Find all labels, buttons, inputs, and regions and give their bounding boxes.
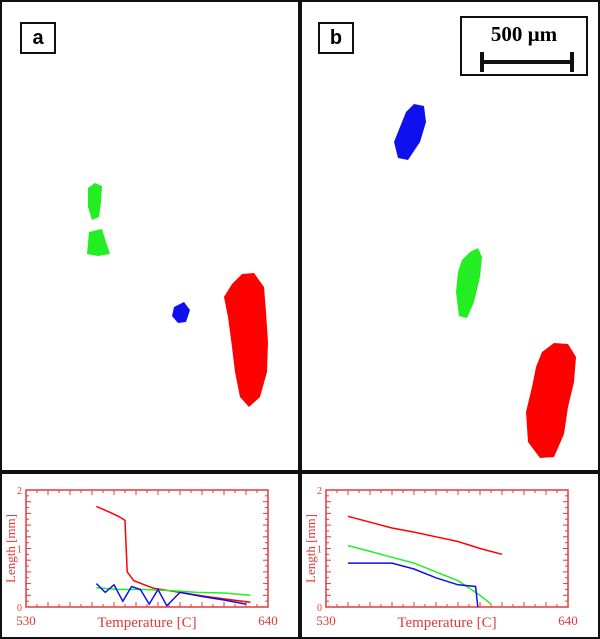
panel-label-b: b xyxy=(318,22,354,54)
panel-label-a: a xyxy=(20,22,56,54)
scale-bar-box: 500 µm xyxy=(460,16,588,76)
chart-b: 0 1 2 530 640 Temperature [C] Length [mm] xyxy=(303,486,578,631)
y-axis-label: Length [mm] xyxy=(303,514,318,583)
scale-bar-icon xyxy=(480,52,574,72)
green-grain xyxy=(456,248,482,318)
red-grain xyxy=(224,273,268,407)
y-axis-label: Length [mm] xyxy=(3,514,18,583)
x-axis-label: Temperature [C] xyxy=(97,615,196,631)
y-tick-label: 1 xyxy=(317,545,322,556)
x-tick-label: 640 xyxy=(558,613,578,628)
green-grain-upper xyxy=(88,183,102,220)
series-line-blue xyxy=(348,562,479,608)
scale-bar-label: 500 µm xyxy=(490,22,558,46)
red-grain xyxy=(526,343,576,458)
y-tick-label: 1 xyxy=(17,545,22,556)
series-line-green xyxy=(96,586,251,597)
series-line-green xyxy=(347,544,492,605)
x-tick-label: 530 xyxy=(16,613,36,628)
blue-grain xyxy=(172,302,190,323)
y-tick-label: 0 xyxy=(17,603,22,614)
chart-panel-a: 0 1 2 530 640 Temperature [C] Length [mm] xyxy=(0,472,300,639)
series-line-blue xyxy=(95,583,247,608)
chart-a: 0 1 2 530 640 Temperature [C] Length [mm] xyxy=(3,486,278,631)
chart-panel-b: 0 1 2 530 640 Temperature [C] Length [mm] xyxy=(300,472,600,639)
green-grain-lower xyxy=(87,229,110,256)
y-tick-label: 0 xyxy=(317,603,322,614)
x-tick-label: 640 xyxy=(258,613,278,628)
series-line-red xyxy=(96,505,251,604)
grain-shapes-a xyxy=(87,183,268,407)
blue-grain xyxy=(394,104,426,160)
series-line-red xyxy=(347,515,503,556)
grain-shapes-b xyxy=(394,104,576,458)
x-tick-label: 530 xyxy=(316,613,336,628)
y-tick-label: 2 xyxy=(17,486,22,497)
plot-frame xyxy=(325,489,569,608)
y-tick-label: 2 xyxy=(317,486,322,497)
micrograph-panel-b: b 500 µm xyxy=(300,0,600,472)
micrograph-panel-a: a xyxy=(0,0,300,472)
x-axis-label: Temperature [C] xyxy=(397,615,496,631)
